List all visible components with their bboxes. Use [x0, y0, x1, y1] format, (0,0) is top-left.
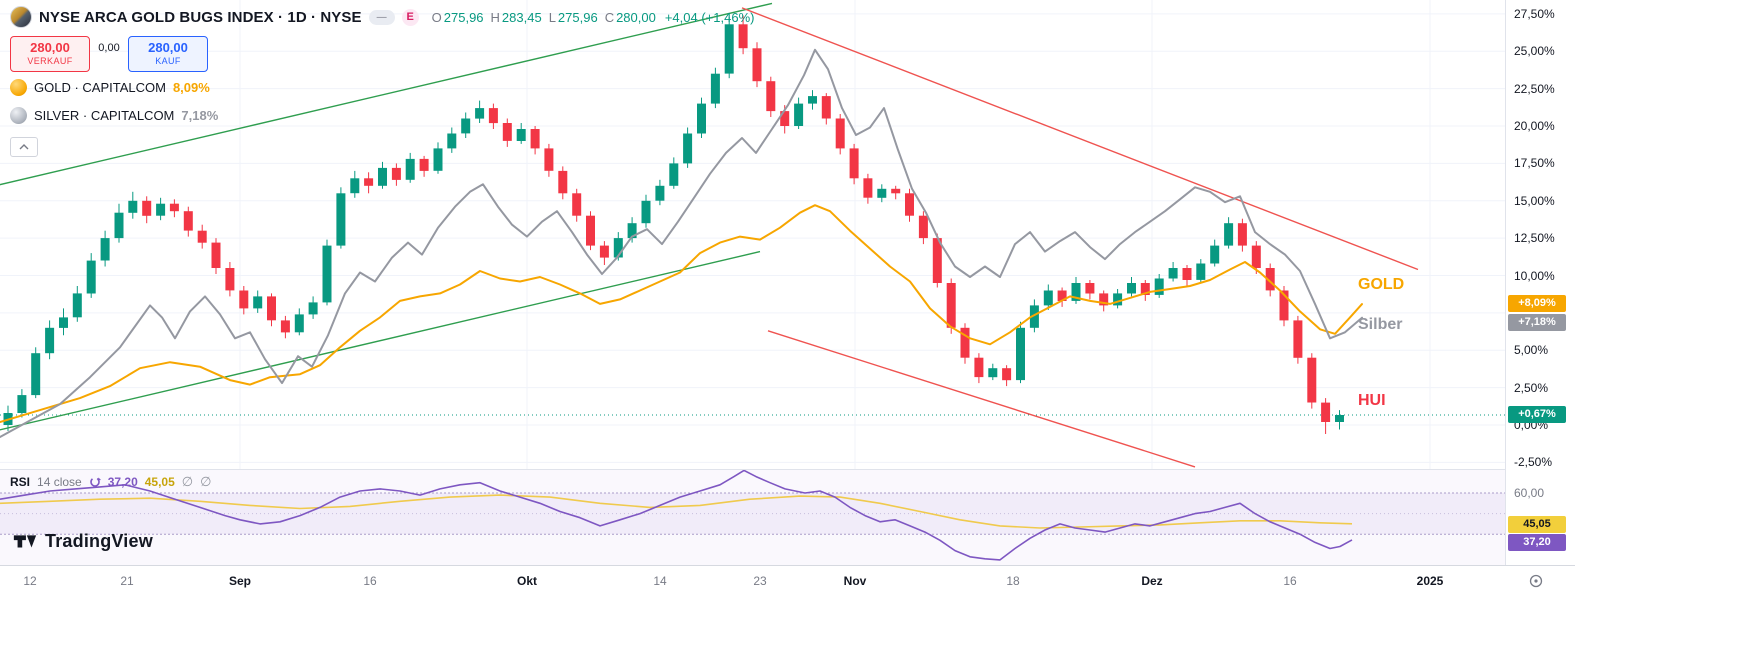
compare-value-silver: 7,18% — [181, 107, 219, 123]
time-tick-label: 16 — [363, 574, 377, 588]
time-tick-label: 16 — [1283, 574, 1297, 588]
buy-button[interactable]: 280,00 KAUF — [128, 36, 208, 72]
price-tick-label: 12,50% — [1514, 231, 1555, 246]
time-tick-label: Okt — [516, 574, 538, 588]
close-label: C — [604, 9, 615, 25]
price-tick-label: 25,00% — [1514, 44, 1555, 59]
tradingview-logo-icon — [13, 535, 37, 548]
collapse-legend-button[interactable] — [10, 137, 38, 157]
price-tick-label: 5,00% — [1514, 343, 1549, 358]
empty-set-icon[interactable]: ∅ — [181, 474, 194, 489]
gold-coin-icon — [10, 78, 27, 96]
spread-value: 0,00 — [98, 42, 120, 54]
empty-set-icon[interactable]: ∅ — [200, 474, 212, 489]
last-value-badge: +7,18% — [1508, 314, 1566, 332]
close-value: 280,00 — [616, 9, 656, 25]
last-value-badge: +8,09% — [1508, 295, 1566, 313]
tradingview-logo[interactable]: TradingView — [12, 529, 153, 553]
rsi-indicator-params: 14 close — [37, 475, 82, 489]
chart-legend: NYSE ARCA GOLD BUGS INDEX · 1D · NYSE — … — [10, 5, 754, 157]
sell-price: 280,00 — [30, 40, 70, 56]
buy-label: KAUF — [155, 56, 181, 67]
rsi-tick-label: 60,00 — [1514, 486, 1545, 501]
price-tick-label: 22,50% — [1514, 81, 1555, 96]
price-axis[interactable]: 27,50% 25,00% 22,50% 20,00% 17,50% 15,00% 12,5… — [1505, 0, 1576, 565]
low-value: 275,96 — [557, 9, 598, 25]
rsi-indicator-name[interactable]: RSI — [10, 475, 31, 489]
price-tick-label: -2,50% — [1514, 455, 1553, 470]
time-tick-label: 21 — [120, 574, 134, 588]
ohlc-values: O 275,96 H 283,45 L 275,96 C 280,00 +4,04 (+… — [432, 10, 755, 25]
symbol-logo — [10, 6, 32, 28]
pane-separator[interactable] — [0, 469, 1575, 470]
rsi-legend: RSI 14 close 37,20 45,05 ∅ ∅ — [10, 474, 211, 490]
rsi-value-badge: 37,20 — [1508, 533, 1566, 551]
time-tick-label: 18 — [1006, 574, 1020, 588]
time-tick-label: Nov — [843, 574, 867, 588]
trade-panel: 280,00 VERKAUF 0,00 280,00 KAUF — [10, 36, 754, 72]
open-label: O — [431, 9, 442, 25]
time-tick-label: 2025 — [1416, 574, 1444, 588]
time-tick-label: 12 — [23, 574, 37, 588]
indicator-sync-icon — [89, 477, 101, 487]
rsi-ma-value: 45,05 — [144, 475, 175, 489]
main-chart-canvas[interactable] — [0, 0, 1505, 470]
price-tick-label: 10,00% — [1514, 268, 1555, 283]
price-tick-label: 17,50% — [1514, 156, 1555, 171]
silver-coin-icon — [10, 106, 27, 124]
time-axis[interactable]: 12 21 Sep 16 Okt 14 23 Nov 18 Dez 16 2025 — [0, 565, 1575, 598]
session-badge[interactable]: E — [401, 8, 419, 26]
sell-button[interactable]: 280,00 VERKAUF — [10, 36, 90, 72]
time-tick-label: Sep — [228, 574, 252, 588]
price-tick-label: 27,50% — [1514, 6, 1555, 21]
compare-value-gold: 8,09% — [172, 79, 210, 95]
price-tick-label: 20,00% — [1514, 119, 1555, 133]
rsi-value: 37,20 — [107, 475, 138, 489]
chevron-up-icon — [19, 144, 29, 150]
sell-label: VERKAUF — [27, 56, 73, 67]
high-value: 283,45 — [501, 9, 542, 25]
last-value-badge: +0,67% — [1508, 405, 1566, 423]
high-label: H — [490, 9, 500, 25]
tradingview-logo-text: TradingView — [45, 530, 153, 551]
time-tick-label: 23 — [753, 574, 767, 588]
legend-item-gold[interactable]: GOLD · CAPITALCOM 8,09% — [10, 74, 754, 100]
buy-price: 280,00 — [148, 40, 188, 56]
price-tick-label: 2,50% — [1514, 380, 1549, 395]
symbol-title: NYSE ARCA GOLD BUGS INDEX · 1D · NYSE — [39, 8, 362, 26]
flag-pill-icon[interactable]: — — [368, 9, 395, 25]
compare-name-silver: SILVER · CAPITALCOM — [34, 107, 175, 123]
compare-name-gold: GOLD · CAPITALCOM — [34, 79, 166, 95]
time-tick-label: 14 — [653, 574, 667, 588]
time-tick-label: Dez — [1141, 574, 1163, 588]
legend-item-silver[interactable]: SILVER · CAPITALCOM 7,18% — [10, 102, 754, 128]
open-value: 275,96 — [443, 9, 484, 25]
change-value: +4,04 (+1,46%) — [664, 9, 755, 25]
price-tick-label: 15,00% — [1514, 193, 1555, 208]
rsi-pane-canvas[interactable] — [0, 470, 1505, 565]
low-label: L — [548, 9, 556, 25]
rsi-value-badge: 45,05 — [1508, 515, 1566, 533]
target-icon[interactable] — [1528, 573, 1544, 589]
symbol-title-row[interactable]: NYSE ARCA GOLD BUGS INDEX · 1D · NYSE — … — [10, 5, 754, 29]
